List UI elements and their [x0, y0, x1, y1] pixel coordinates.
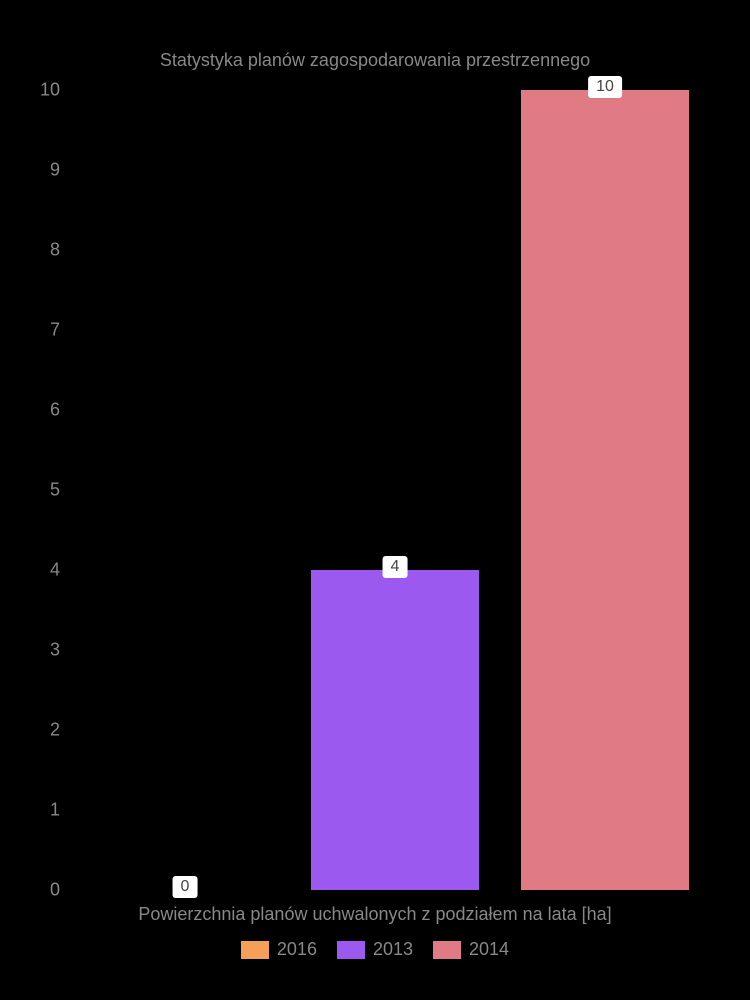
y-tick: 10	[40, 80, 60, 101]
legend-label: 2014	[469, 939, 509, 960]
y-tick: 8	[50, 240, 60, 261]
bar-2014: 10	[521, 90, 689, 890]
legend: 2016 2013 2014	[0, 939, 750, 960]
chart-container: Statystyka planów zagospodarowania przes…	[0, 0, 750, 1000]
legend-item-2016: 2016	[241, 939, 317, 960]
x-axis-label: Powierzchnia planów uchwalonych z podzia…	[0, 904, 750, 925]
y-axis: 012345678910	[0, 90, 80, 890]
legend-item-2014: 2014	[433, 939, 509, 960]
bar-label: 10	[588, 76, 622, 98]
y-tick: 4	[50, 560, 60, 581]
legend-swatch	[337, 941, 365, 959]
y-tick: 9	[50, 160, 60, 181]
y-tick: 1	[50, 800, 60, 821]
plot-area: 0410	[80, 90, 710, 890]
y-tick: 0	[50, 880, 60, 901]
legend-swatch	[241, 941, 269, 959]
legend-swatch	[433, 941, 461, 959]
bar-label: 4	[383, 556, 408, 578]
legend-label: 2016	[277, 939, 317, 960]
bar-2013: 4	[311, 570, 479, 890]
legend-label: 2013	[373, 939, 413, 960]
legend-item-2013: 2013	[337, 939, 413, 960]
y-tick: 2	[50, 720, 60, 741]
y-tick: 7	[50, 320, 60, 341]
bar-label: 0	[173, 876, 198, 898]
chart-title: Statystyka planów zagospodarowania przes…	[0, 50, 750, 71]
y-tick: 3	[50, 640, 60, 661]
y-tick: 5	[50, 480, 60, 501]
y-tick: 6	[50, 400, 60, 421]
